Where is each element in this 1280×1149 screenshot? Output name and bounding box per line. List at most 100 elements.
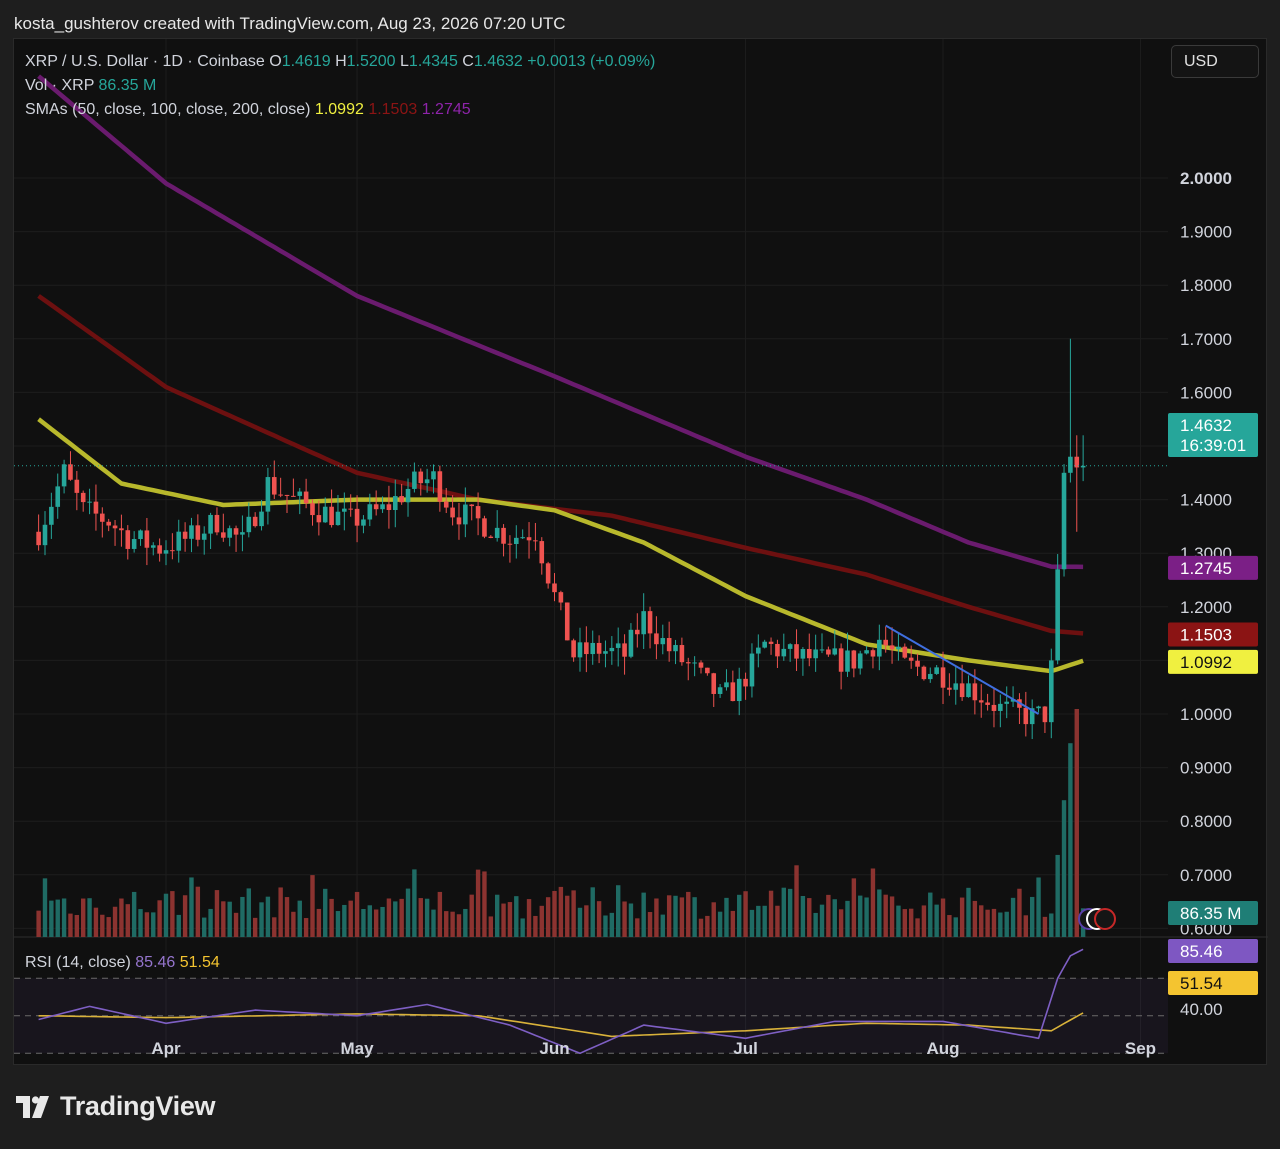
- price-label-text-volume: 86.35 M: [1180, 904, 1241, 923]
- volume-bar: [393, 901, 398, 937]
- volume-bar: [316, 908, 322, 937]
- price-tick-label: 1.7000: [1180, 330, 1232, 349]
- volume-bar: [533, 915, 538, 937]
- candle-body: [36, 531, 41, 546]
- candle-body: [297, 491, 303, 496]
- volume-bar: [743, 891, 748, 937]
- candle-body: [329, 506, 334, 526]
- candle-body: [724, 682, 729, 688]
- candle-body: [673, 645, 678, 652]
- price-label-countdown: 16:39:01: [1180, 436, 1246, 455]
- ohlc-value-l: 1.4345: [408, 53, 458, 70]
- volume-bar: [959, 897, 965, 937]
- candle-body: [959, 683, 965, 698]
- volume-bar: [361, 908, 366, 937]
- candle-body: [74, 479, 80, 493]
- candle-body: [482, 518, 487, 537]
- volume-bar: [1061, 800, 1067, 937]
- price-tick-label: 1.8000: [1180, 276, 1232, 295]
- candle-body: [889, 645, 895, 650]
- volume-bar: [679, 897, 685, 937]
- volume-bar: [870, 868, 876, 937]
- candle-body: [520, 537, 525, 539]
- candle-body: [692, 662, 697, 664]
- candle-body: [603, 651, 608, 654]
- volume-bar: [195, 886, 201, 937]
- time-tick-label: Apr: [151, 1039, 181, 1058]
- volume-bar: [615, 885, 621, 937]
- volume-bar: [74, 914, 80, 937]
- candle-body: [424, 479, 430, 484]
- volume-bar: [444, 911, 449, 937]
- candle-body: [208, 514, 213, 534]
- candle-body: [526, 537, 532, 541]
- volume-bar: [635, 918, 640, 937]
- candle-body: [991, 704, 997, 711]
- rsi-label[interactable]: RSI (14, close): [25, 954, 131, 971]
- tradingview-logo[interactable]: TradingView: [16, 1091, 216, 1122]
- symbol-title[interactable]: XRP / U.S. Dollar · 1D · Coinbase: [25, 53, 265, 70]
- candle-body: [539, 541, 545, 564]
- volume-bar: [979, 905, 984, 937]
- candle-body: [322, 506, 328, 523]
- price-tick-label: 1.9000: [1180, 223, 1232, 242]
- candle-body: [845, 650, 850, 672]
- volume-bar: [1049, 913, 1054, 937]
- candle-body: [819, 649, 825, 651]
- candle-body: [545, 563, 551, 584]
- volume-bar: [208, 908, 213, 937]
- volume-bar: [794, 865, 799, 937]
- price-label-sma200: [1168, 555, 1258, 580]
- candle-body: [310, 503, 315, 516]
- chart-frame[interactable]: 2.00001.90001.80001.70001.60001.50001.40…: [13, 38, 1268, 1066]
- candle-body: [660, 638, 666, 645]
- candle-body: [138, 530, 143, 540]
- rsi-label-text: 85.46: [1180, 942, 1223, 961]
- candle-body: [832, 648, 838, 655]
- volume-bar: [501, 903, 506, 937]
- volume-bar: [488, 916, 494, 937]
- time-axis: Apr May Jun Jul Aug Sep: [151, 1039, 1156, 1058]
- candle-body: [221, 532, 226, 538]
- candle-body: [947, 687, 952, 690]
- price-chart-svg[interactable]: 2.00001.90001.80001.70001.60001.50001.40…: [14, 39, 1268, 1066]
- candle-body: [367, 504, 373, 520]
- volume-bar: [367, 905, 373, 937]
- grid-lines: [14, 39, 1168, 1044]
- candle-body: [826, 649, 831, 655]
- rsi-value: 85.46: [135, 954, 176, 971]
- candle-body: [1074, 456, 1080, 468]
- candle-body: [189, 525, 194, 539]
- sma-label[interactable]: SMAs (50, close, 100, close, 200, close): [25, 101, 311, 118]
- volume-bar: [272, 917, 277, 937]
- volume-bar: [858, 895, 863, 937]
- candle-body: [647, 611, 653, 634]
- trendline: [885, 624, 1040, 715]
- candle-body: [940, 667, 946, 688]
- candle-body: [513, 537, 519, 545]
- candle-body: [278, 494, 283, 496]
- ohlc-key-c: C: [457, 53, 474, 70]
- volume-bar: [953, 917, 958, 937]
- candles: [36, 338, 1086, 740]
- price-tick-label: 0.9000: [1180, 759, 1232, 778]
- candle-body: [291, 495, 296, 497]
- candle-body: [711, 673, 717, 694]
- volume-bar: [864, 897, 869, 937]
- candle-body: [399, 496, 404, 503]
- volume-label[interactable]: Vol · XRP: [25, 77, 95, 94]
- volume-bar: [291, 911, 296, 937]
- candle-body: [354, 508, 360, 526]
- price-tick-label: 1.6000: [1180, 383, 1232, 402]
- price-tick-label: 0.8000: [1180, 812, 1232, 831]
- candle-body: [870, 650, 876, 657]
- candle-body: [335, 511, 341, 526]
- candle-body: [42, 524, 48, 546]
- volume-bar: [163, 893, 169, 937]
- volume-legend: Vol · XRP 86.35 M: [25, 77, 156, 95]
- candle-body: [934, 667, 939, 674]
- volume-bar: [202, 917, 207, 937]
- volume-bar: [412, 869, 417, 937]
- candle-body: [998, 703, 1003, 711]
- currency-button[interactable]: USD: [1171, 45, 1259, 78]
